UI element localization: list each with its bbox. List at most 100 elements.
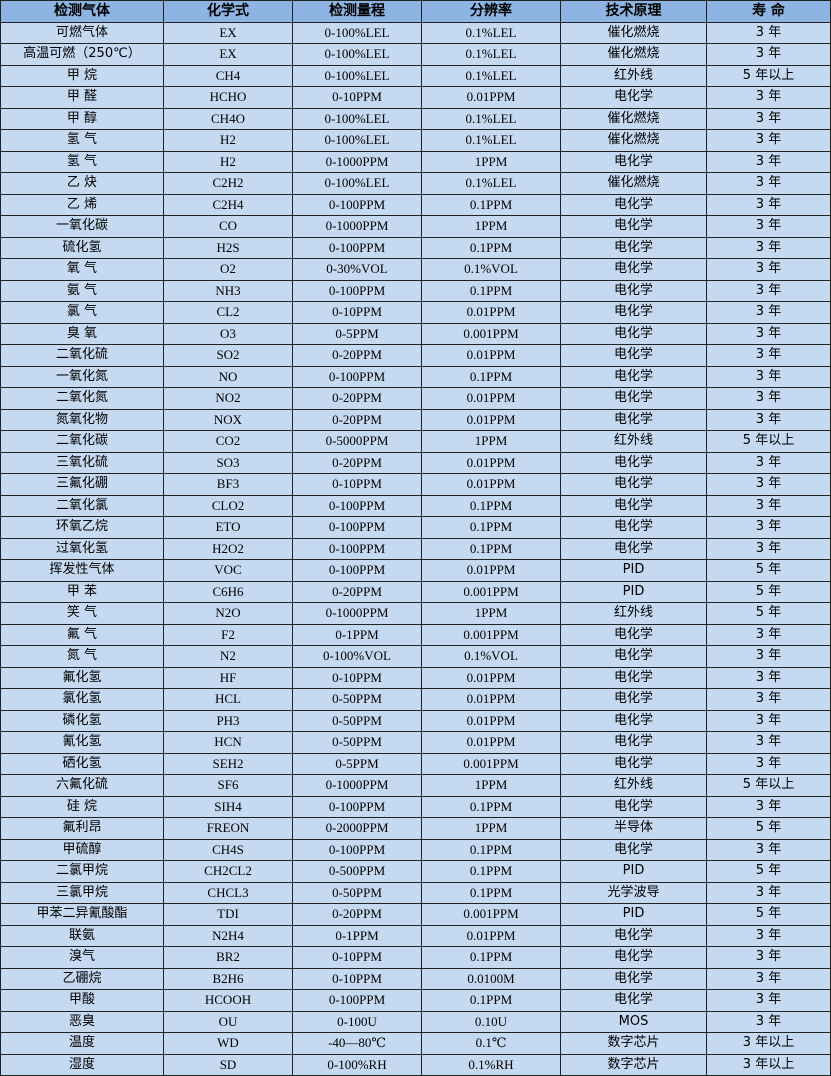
cell-technical-principle: 电化学 bbox=[560, 967, 707, 990]
cell-chemical-formula: FREON bbox=[163, 817, 293, 840]
table-row: 可燃气体 EX 0-100%LEL 0.1%LEL 催化燃烧 3 年 bbox=[0, 21, 831, 44]
cell-detection-range: 0-100%LEL bbox=[292, 21, 422, 44]
cell-detection-range: 0-100PPM bbox=[292, 236, 422, 259]
header-resolution: 分辨率 bbox=[421, 0, 561, 23]
cell-chemical-formula: H2 bbox=[163, 150, 293, 173]
table-row: 甲 醇 CH4O 0-100%LEL 0.1%LEL 催化燃烧 3 年 bbox=[0, 107, 831, 130]
cell-technical-principle: 电化学 bbox=[560, 279, 707, 302]
cell-gas-name: 一氧化碳 bbox=[0, 215, 164, 238]
cell-lifespan: 3 年 bbox=[706, 21, 831, 44]
cell-detection-range: 0-1PPM bbox=[292, 623, 422, 646]
cell-detection-range: 0-100PPM bbox=[292, 838, 422, 861]
cell-gas-name: 二氧化氯 bbox=[0, 494, 164, 517]
cell-lifespan: 3 年 bbox=[706, 645, 831, 668]
table-row: 笑 气 N2O 0-1000PPM 1PPM 红外线 5 年 bbox=[0, 602, 831, 625]
cell-technical-principle: 电化学 bbox=[560, 215, 707, 238]
cell-resolution: 0.1PPM bbox=[421, 193, 561, 216]
cell-technical-principle: 催化燃烧 bbox=[560, 21, 707, 44]
cell-resolution: 1PPM bbox=[421, 215, 561, 238]
cell-chemical-formula: VOC bbox=[163, 559, 293, 582]
table-row: 氰化氢 HCN 0-50PPM 0.01PPM 电化学 3 年 bbox=[0, 731, 831, 754]
cell-technical-principle: 数字芯片 bbox=[560, 1032, 707, 1055]
table-row: 甲硫醇 CH4S 0-100PPM 0.1PPM 电化学 3 年 bbox=[0, 838, 831, 861]
cell-lifespan: 3 年以上 bbox=[706, 1032, 831, 1055]
cell-lifespan: 3 年 bbox=[706, 924, 831, 947]
cell-resolution: 0.1%LEL bbox=[421, 43, 561, 66]
cell-lifespan: 3 年 bbox=[706, 258, 831, 281]
cell-gas-name: 溴气 bbox=[0, 946, 164, 969]
cell-gas-name: 硫化氢 bbox=[0, 236, 164, 259]
cell-gas-name: 乙 炔 bbox=[0, 172, 164, 195]
table-row: 湿度 SD 0-100%RH 0.1%RH 数字芯片 3 年以上 bbox=[0, 1053, 831, 1076]
table-row: 甲 烷 CH4 0-100%LEL 0.1%LEL 红外线 5 年以上 bbox=[0, 64, 831, 87]
cell-detection-range: 0-100PPM bbox=[292, 559, 422, 582]
cell-lifespan: 3 年 bbox=[706, 408, 831, 431]
cell-detection-range: 0-20PPM bbox=[292, 344, 422, 367]
cell-chemical-formula: HF bbox=[163, 666, 293, 689]
cell-technical-principle: 红外线 bbox=[560, 774, 707, 797]
table-row: 硒化氢 SEH2 0-5PPM 0.001PPM 电化学 3 年 bbox=[0, 752, 831, 775]
cell-resolution: 0.1%LEL bbox=[421, 64, 561, 87]
cell-detection-range: 0-50PPM bbox=[292, 709, 422, 732]
cell-lifespan: 3 年 bbox=[706, 215, 831, 238]
table-row: 氯化氢 HCL 0-50PPM 0.01PPM 电化学 3 年 bbox=[0, 688, 831, 711]
table-row: 甲酸 HCOOH 0-100PPM 0.1PPM 电化学 3 年 bbox=[0, 989, 831, 1012]
cell-chemical-formula: NOX bbox=[163, 408, 293, 431]
cell-chemical-formula: HCL bbox=[163, 688, 293, 711]
cell-gas-name: 硅 烷 bbox=[0, 795, 164, 818]
cell-technical-principle: 电化学 bbox=[560, 86, 707, 109]
cell-detection-range: 0-100PPM bbox=[292, 494, 422, 517]
cell-lifespan: 3 年 bbox=[706, 516, 831, 539]
cell-gas-name: 氢 气 bbox=[0, 150, 164, 173]
cell-gas-name: 甲 烷 bbox=[0, 64, 164, 87]
table-row: 环氧乙烷 ETO 0-100PPM 0.1PPM 电化学 3 年 bbox=[0, 516, 831, 539]
cell-chemical-formula: CHCL3 bbox=[163, 881, 293, 904]
cell-gas-name: 一氧化氮 bbox=[0, 365, 164, 388]
cell-chemical-formula: O3 bbox=[163, 322, 293, 345]
cell-detection-range: 0-2000PPM bbox=[292, 817, 422, 840]
cell-detection-range: 0-50PPM bbox=[292, 688, 422, 711]
cell-chemical-formula: C2H2 bbox=[163, 172, 293, 195]
cell-technical-principle: PID bbox=[560, 559, 707, 582]
table-row: 氮氧化物 NOX 0-20PPM 0.01PPM 电化学 3 年 bbox=[0, 408, 831, 431]
cell-chemical-formula: NO2 bbox=[163, 387, 293, 410]
cell-resolution: 0.1%VOL bbox=[421, 258, 561, 281]
table-row: 乙硼烷 B2H6 0-10PPM 0.0100M 电化学 3 年 bbox=[0, 967, 831, 990]
cell-technical-principle: 红外线 bbox=[560, 64, 707, 87]
cell-gas-name: 六氟化硫 bbox=[0, 774, 164, 797]
cell-resolution: 0.1PPM bbox=[421, 989, 561, 1012]
cell-gas-name: 三氯甲烷 bbox=[0, 881, 164, 904]
cell-technical-principle: 电化学 bbox=[560, 623, 707, 646]
cell-chemical-formula: SF6 bbox=[163, 774, 293, 797]
cell-lifespan: 3 年 bbox=[706, 731, 831, 754]
cell-gas-name: 湿度 bbox=[0, 1053, 164, 1076]
table-row: 二氧化氮 NO2 0-20PPM 0.01PPM 电化学 3 年 bbox=[0, 387, 831, 410]
table-row: 二氧化氯 CLO2 0-100PPM 0.1PPM 电化学 3 年 bbox=[0, 494, 831, 517]
cell-resolution: 0.1%LEL bbox=[421, 172, 561, 195]
cell-detection-range: 0-20PPM bbox=[292, 451, 422, 474]
cell-resolution: 0.0100M bbox=[421, 967, 561, 990]
cell-detection-range: 0-100%LEL bbox=[292, 64, 422, 87]
cell-gas-name: 甲酸 bbox=[0, 989, 164, 1012]
cell-technical-principle: 催化燃烧 bbox=[560, 43, 707, 66]
cell-chemical-formula: H2O2 bbox=[163, 537, 293, 560]
cell-resolution: 0.01PPM bbox=[421, 559, 561, 582]
cell-technical-principle: PID bbox=[560, 903, 707, 926]
cell-gas-name: 氨 气 bbox=[0, 279, 164, 302]
table-row: 磷化氢 PH3 0-50PPM 0.01PPM 电化学 3 年 bbox=[0, 709, 831, 732]
cell-chemical-formula: CL2 bbox=[163, 301, 293, 324]
cell-lifespan: 5 年 bbox=[706, 817, 831, 840]
cell-lifespan: 3 年 bbox=[706, 107, 831, 130]
cell-chemical-formula: H2S bbox=[163, 236, 293, 259]
cell-gas-name: 可燃气体 bbox=[0, 21, 164, 44]
cell-technical-principle: 电化学 bbox=[560, 516, 707, 539]
cell-detection-range: 0-10PPM bbox=[292, 473, 422, 496]
cell-technical-principle: 电化学 bbox=[560, 688, 707, 711]
cell-chemical-formula: SO3 bbox=[163, 451, 293, 474]
table-row: 氟化氢 HF 0-10PPM 0.01PPM 电化学 3 年 bbox=[0, 666, 831, 689]
table-row: 甲苯二异氰酸酯 TDI 0-20PPM 0.001PPM PID 5 年 bbox=[0, 903, 831, 926]
cell-lifespan: 3 年 bbox=[706, 967, 831, 990]
cell-detection-range: 0-20PPM bbox=[292, 580, 422, 603]
cell-technical-principle: 催化燃烧 bbox=[560, 129, 707, 152]
cell-resolution: 0.001PPM bbox=[421, 580, 561, 603]
